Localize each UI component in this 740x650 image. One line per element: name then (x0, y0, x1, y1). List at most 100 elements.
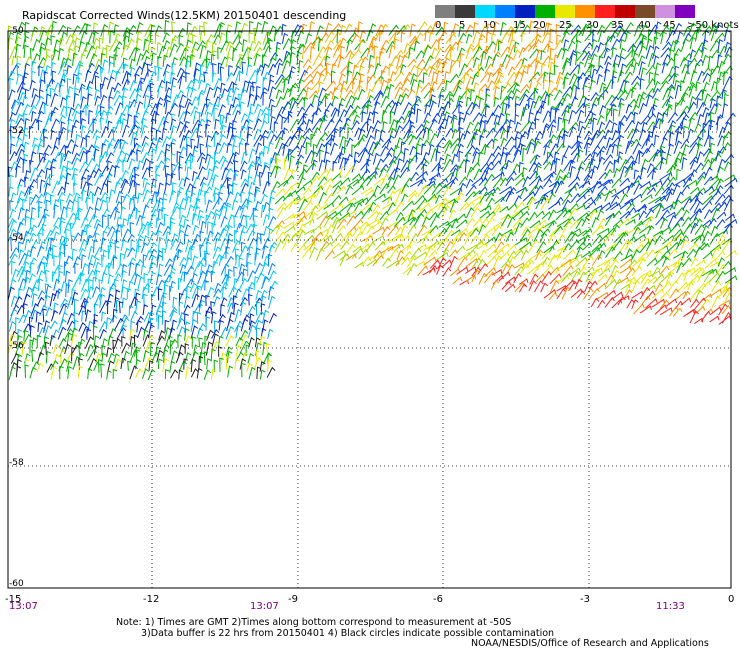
wind-barb (213, 231, 221, 242)
wind-barb (680, 85, 692, 99)
wind-barb (211, 174, 219, 188)
wind-barb (511, 31, 517, 42)
wind-barb (465, 75, 475, 91)
wind-barb (680, 92, 689, 106)
wind-barb (74, 262, 79, 274)
wind-barb (36, 110, 45, 124)
wind-barb (674, 84, 682, 99)
wind-barb (163, 182, 171, 194)
wind-barb (28, 232, 37, 244)
wind-barb (93, 218, 101, 229)
wind-barb (91, 193, 97, 204)
wind-barb (575, 256, 588, 268)
wind-barb (452, 22, 460, 34)
wind-barb (283, 113, 293, 124)
wind-barb (298, 168, 308, 179)
wind-barb (654, 282, 663, 293)
wind-barb (478, 97, 485, 109)
wind-barb (52, 244, 57, 259)
wind-barb (457, 32, 467, 45)
wind-barb (22, 302, 28, 314)
wind-barb (254, 337, 261, 348)
wind-barb (8, 320, 16, 332)
wind-barb (169, 118, 177, 131)
wind-barb (371, 220, 383, 229)
wind-barb (466, 166, 475, 178)
wind-barb (205, 86, 214, 101)
wind-barb (402, 200, 415, 212)
wind-barb (504, 136, 515, 147)
wind-barb (596, 227, 610, 236)
wind-barb (640, 272, 651, 284)
wind-barb (435, 194, 443, 204)
wind-barb (247, 160, 256, 170)
wind-barb (254, 186, 260, 197)
wind-barb (218, 93, 224, 107)
wind-barb (18, 313, 27, 324)
wind-barb (276, 62, 284, 76)
wind-barb (590, 129, 601, 141)
wind-barb (368, 253, 380, 261)
wind-barb (169, 280, 176, 293)
wind-barb (64, 302, 70, 314)
wind-barb (484, 144, 490, 155)
wind-barb (611, 239, 623, 252)
wind-barb (155, 191, 160, 203)
wind-barb (645, 142, 655, 154)
wind-barb (378, 47, 387, 59)
wind-barb (666, 176, 677, 188)
wind-barb (323, 151, 330, 162)
wind-barb (472, 218, 483, 228)
wind-barb (647, 236, 657, 245)
wind-barb (281, 238, 291, 250)
wind-barb (645, 78, 656, 90)
wind-barb (479, 71, 491, 83)
wind-barb (65, 34, 74, 45)
wind-barb (639, 286, 651, 300)
wind-barb (513, 49, 521, 60)
wind-barb (266, 366, 276, 378)
wind-barb (184, 60, 192, 74)
wind-barb (130, 131, 138, 146)
wind-barb (42, 128, 48, 141)
wind-barb (162, 225, 172, 237)
wind-barb (431, 112, 441, 123)
wind-barb (232, 134, 240, 148)
wind-barb (45, 252, 53, 267)
wind-barb (667, 214, 677, 228)
wind-barb (136, 21, 144, 34)
wind-barb (715, 77, 722, 91)
wind-barb (345, 153, 353, 165)
wind-barb (283, 158, 289, 171)
wind-barb (619, 210, 631, 220)
wind-barb (648, 202, 662, 211)
wind-barb (506, 244, 517, 253)
wind-barb (568, 202, 579, 213)
wind-barb (16, 21, 26, 35)
wind-barb (29, 339, 35, 354)
wind-barb (37, 290, 46, 300)
lon-label-6: -6 (433, 594, 443, 605)
wind-barb (591, 180, 601, 194)
wind-barb (716, 218, 726, 229)
wind-barb (283, 221, 295, 229)
wind-barb (598, 121, 606, 134)
wind-barb (548, 292, 558, 301)
wind-barb (465, 266, 477, 274)
wind-barb (500, 166, 507, 179)
wind-barb (541, 124, 549, 139)
grid-lines (8, 31, 731, 588)
wind-barb (239, 22, 248, 38)
wind-barb (634, 205, 647, 213)
wind-barb (716, 54, 723, 68)
wind-barb (441, 205, 451, 218)
wind-barb (724, 218, 738, 229)
wind-barb (324, 55, 331, 67)
wind-barb (661, 186, 671, 195)
wind-barb (157, 288, 163, 301)
wind-barb (128, 197, 135, 210)
wind-barb (591, 216, 600, 228)
wind-barb (514, 121, 522, 133)
wind-barb (707, 55, 714, 69)
wind-barb (606, 227, 617, 236)
